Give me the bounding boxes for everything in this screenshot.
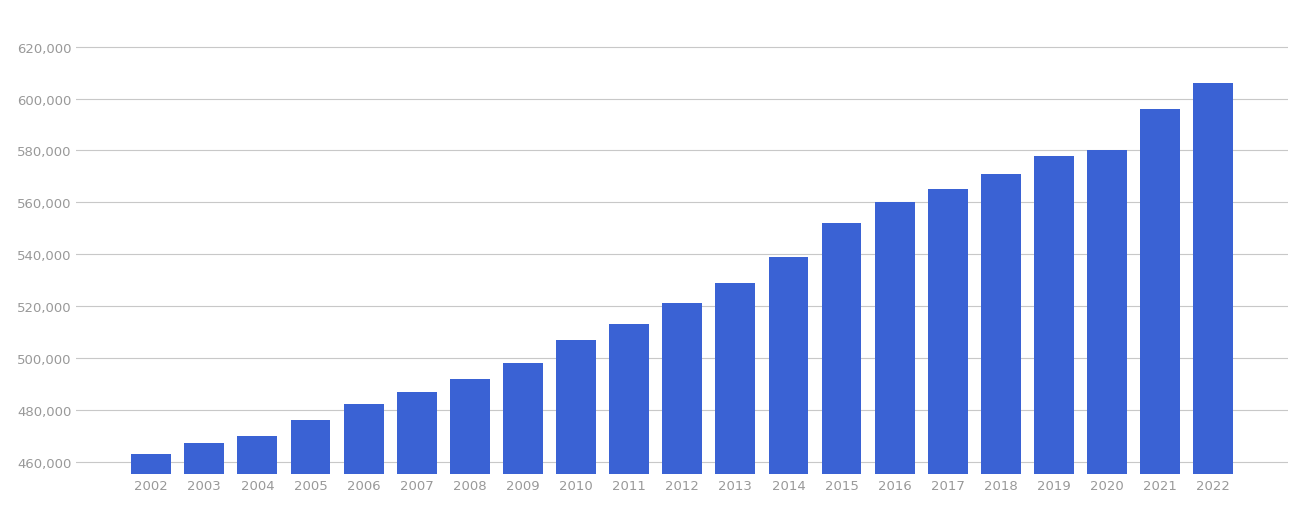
Bar (1193, 84, 1233, 509)
Bar (981, 175, 1021, 509)
Bar (769, 257, 808, 509)
Bar (609, 325, 649, 509)
Bar (238, 436, 277, 509)
Bar (343, 405, 384, 509)
Bar (450, 379, 489, 509)
Bar (397, 392, 437, 509)
Bar (556, 340, 596, 509)
Bar (502, 363, 543, 509)
Bar (184, 443, 224, 509)
Bar (291, 420, 330, 509)
Bar (132, 454, 171, 509)
Bar (663, 304, 702, 509)
Bar (715, 283, 756, 509)
Bar (822, 223, 861, 509)
Bar (1087, 151, 1128, 509)
Bar (874, 203, 915, 509)
Bar (1141, 110, 1180, 509)
Bar (928, 190, 968, 509)
Bar (1034, 156, 1074, 509)
